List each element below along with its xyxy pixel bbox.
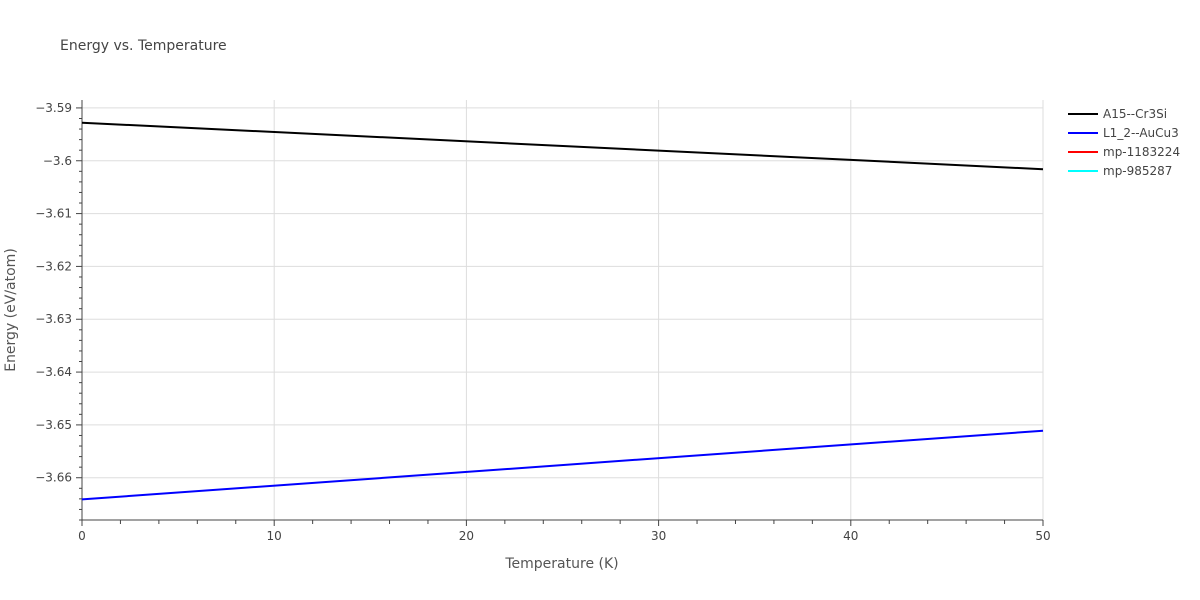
- x-tick-label: 10: [267, 529, 282, 543]
- legend-label: mp-985287: [1103, 164, 1172, 178]
- y-tick-label: −3.6: [43, 154, 72, 168]
- x-tick-label: 20: [459, 529, 474, 543]
- y-axis-label: Energy (eV/atom): [3, 248, 19, 372]
- legend-label: L1_2--AuCu3: [1103, 126, 1179, 140]
- series-lines: [81, 121, 1044, 501]
- legend-item[interactable]: mp-985287: [1068, 164, 1172, 178]
- series-line: [81, 121, 1044, 171]
- chart-title: Energy vs. Temperature: [60, 38, 227, 54]
- y-tick-label: −3.63: [35, 312, 72, 326]
- y-tick-label: −3.65: [35, 418, 72, 432]
- x-tick-label: 30: [651, 529, 666, 543]
- y-ticks: −3.59 −3.6 −3.61 −3.62 −3.63 −3.64 −3.65 −3.66: [35, 101, 72, 485]
- y-tick-label: −3.59: [35, 101, 72, 115]
- x-axis-label: Temperature (K): [504, 556, 618, 572]
- legend-label: mp-1183224: [1103, 145, 1180, 159]
- y-tick-label: −3.66: [35, 471, 72, 485]
- legend-label: A15--Cr3Si: [1103, 107, 1167, 121]
- x-tick-label: 40: [843, 529, 858, 543]
- axes: [76, 100, 1044, 526]
- y-tick-label: −3.61: [35, 207, 72, 221]
- x-tick-label: 50: [1035, 529, 1050, 543]
- legend-item[interactable]: L1_2--AuCu3: [1068, 126, 1179, 140]
- y-tick-label: −3.62: [35, 259, 72, 273]
- y-tick-label: −3.64: [35, 365, 72, 379]
- grid: [82, 100, 1044, 520]
- legend-item[interactable]: mp-1183224: [1068, 145, 1180, 159]
- series-line: [81, 429, 1044, 501]
- legend-item[interactable]: A15--Cr3Si: [1068, 107, 1167, 121]
- x-tick-label: 0: [78, 529, 86, 543]
- x-ticks: 0 10 20 30 40 50: [78, 529, 1050, 543]
- legend[interactable]: A15--Cr3Si L1_2--AuCu3 mp-1183224 mp-985287: [1068, 107, 1180, 178]
